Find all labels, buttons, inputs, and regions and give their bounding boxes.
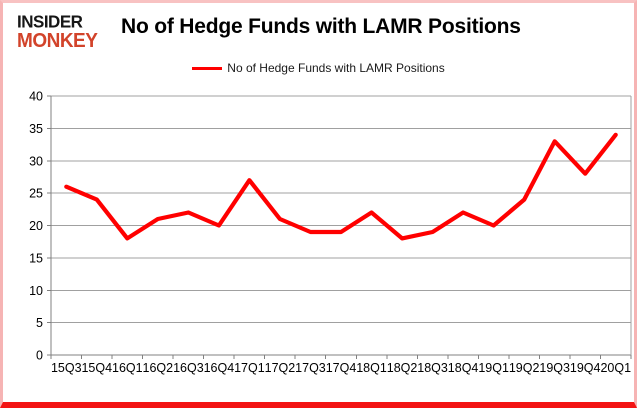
logo-insider-text: INSIDER bbox=[17, 11, 83, 32]
svg-text:16Q4: 16Q4 bbox=[204, 361, 235, 375]
svg-text:25: 25 bbox=[29, 187, 43, 201]
svg-text:19Q3: 19Q3 bbox=[539, 361, 570, 375]
svg-text:18Q2: 18Q2 bbox=[387, 361, 418, 375]
svg-text:17Q4: 17Q4 bbox=[326, 361, 357, 375]
svg-text:20Q1: 20Q1 bbox=[600, 361, 631, 375]
svg-text:16Q3: 16Q3 bbox=[173, 361, 204, 375]
svg-text:19Q1: 19Q1 bbox=[478, 361, 509, 375]
svg-text:5: 5 bbox=[36, 316, 43, 330]
legend-label: No of Hedge Funds with LAMR Positions bbox=[227, 61, 445, 75]
svg-text:18Q3: 18Q3 bbox=[417, 361, 448, 375]
svg-text:40: 40 bbox=[29, 90, 43, 104]
svg-text:15Q3: 15Q3 bbox=[51, 361, 82, 375]
svg-text:17Q2: 17Q2 bbox=[265, 361, 296, 375]
svg-text:35: 35 bbox=[29, 122, 43, 136]
svg-text:16Q2: 16Q2 bbox=[143, 361, 174, 375]
line-chart: 0 5 10 15 20 25 30 35 40 15Q3 15Q4 16Q1 16Q2 16Q3 16Q4… bbox=[29, 90, 632, 375]
logo-monkey-text: MONKEY bbox=[17, 29, 98, 52]
insider-monkey-logo: INSIDER MONKEY bbox=[17, 11, 98, 52]
svg-text:18Q4: 18Q4 bbox=[448, 361, 479, 375]
svg-text:19Q2: 19Q2 bbox=[509, 361, 540, 375]
svg-text:18Q1: 18Q1 bbox=[356, 361, 387, 375]
svg-text:16Q1: 16Q1 bbox=[112, 361, 143, 375]
svg-text:17Q3: 17Q3 bbox=[295, 361, 326, 375]
legend-line-swatch bbox=[192, 66, 223, 70]
svg-text:30: 30 bbox=[29, 154, 43, 168]
svg-text:15: 15 bbox=[29, 251, 43, 265]
svg-text:0: 0 bbox=[36, 349, 43, 363]
svg-text:17Q1: 17Q1 bbox=[234, 361, 265, 375]
chart-legend: No of Hedge Funds with LAMR Positions bbox=[3, 61, 634, 75]
page-title: No of Hedge Funds with LAMR Positions bbox=[121, 15, 521, 38]
svg-text:19Q4: 19Q4 bbox=[570, 361, 601, 375]
svg-text:10: 10 bbox=[29, 284, 43, 298]
svg-text:20: 20 bbox=[29, 219, 43, 233]
svg-text:15Q4: 15Q4 bbox=[81, 361, 112, 375]
